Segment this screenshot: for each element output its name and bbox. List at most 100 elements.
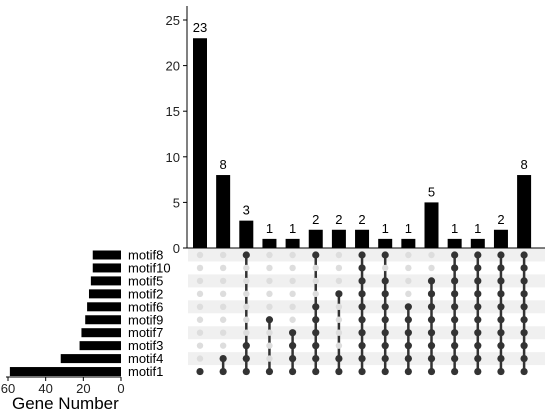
intersection-bar bbox=[331, 229, 346, 248]
set-size-bar bbox=[92, 263, 121, 273]
matrix-dot-active bbox=[497, 342, 505, 350]
intersection-bar bbox=[447, 238, 462, 248]
matrix-dot-active bbox=[358, 277, 366, 285]
intersection-matrix bbox=[196, 251, 528, 376]
x-tick-label: 40 bbox=[38, 381, 52, 396]
matrix-dot-inactive bbox=[196, 329, 204, 336]
intersection-bar bbox=[355, 229, 370, 248]
matrix-dot-inactive bbox=[196, 316, 204, 323]
matrix-dot-active bbox=[358, 355, 366, 363]
matrix-dot-active bbox=[381, 277, 389, 285]
matrix-dot-active bbox=[520, 367, 528, 376]
matrix-dot-active bbox=[358, 303, 366, 311]
matrix-dot-active bbox=[427, 367, 436, 376]
matrix-dot-active bbox=[381, 316, 389, 324]
matrix-dot-active bbox=[381, 342, 389, 350]
matrix-dot-active bbox=[289, 355, 297, 363]
matrix-dot-inactive bbox=[243, 277, 250, 285]
matrix-dot-inactive bbox=[289, 303, 296, 310]
matrix-dot-active bbox=[497, 355, 505, 363]
matrix-dot-inactive bbox=[266, 277, 273, 285]
y-tick-label: 20 bbox=[166, 59, 180, 74]
set-size-x-axis: 60 40 20 0 bbox=[1, 376, 125, 396]
matrix-dot-inactive bbox=[196, 251, 204, 259]
intersection-bar bbox=[285, 238, 300, 248]
matrix-dot-active bbox=[451, 277, 459, 285]
x-tick-label: 0 bbox=[117, 381, 124, 396]
matrix-stripe bbox=[188, 248, 545, 262]
intersection-bar bbox=[470, 238, 485, 248]
intersection-bar bbox=[262, 238, 277, 248]
matrix-dot-active bbox=[497, 251, 505, 259]
matrix-dot-active bbox=[474, 367, 482, 376]
matrix-dot-active bbox=[520, 355, 528, 363]
set-name-label: motif2 bbox=[128, 286, 163, 301]
matrix-dot-inactive bbox=[266, 264, 273, 272]
intersection-value-labels: 23 8 3 1 1 2 2 2 1 1 5 1 1 2 8 bbox=[193, 20, 528, 236]
matrix-dot-active bbox=[520, 277, 528, 285]
y-tick-label: 15 bbox=[166, 104, 180, 119]
set-name-label: motif5 bbox=[128, 273, 163, 288]
matrix-dot-active bbox=[474, 277, 482, 285]
set-name-label: motif1 bbox=[128, 364, 163, 379]
matrix-dot-inactive bbox=[219, 251, 227, 259]
matrix-dot-active bbox=[358, 264, 366, 272]
matrix-dot-active bbox=[474, 329, 482, 337]
matrix-dot-active bbox=[381, 329, 389, 337]
matrix-dot-active bbox=[312, 329, 320, 337]
matrix-stripes bbox=[188, 248, 545, 366]
set-size-axis-title: Gene Number bbox=[12, 394, 119, 412]
intersection-value-label: 2 bbox=[497, 212, 504, 227]
matrix-dot-active bbox=[497, 264, 505, 272]
matrix-dot-inactive bbox=[289, 251, 296, 259]
matrix-dot-active bbox=[289, 367, 297, 376]
set-name-label: motif4 bbox=[128, 351, 163, 366]
matrix-dot-active bbox=[427, 290, 436, 298]
set-size-bar bbox=[60, 354, 121, 364]
matrix-dot-active bbox=[474, 264, 482, 272]
matrix-dot-inactive bbox=[266, 290, 273, 298]
matrix-dot-active bbox=[196, 367, 204, 376]
matrix-dot-active bbox=[242, 342, 250, 350]
set-size-bar bbox=[90, 276, 121, 286]
intersection-value-label: 1 bbox=[382, 221, 389, 236]
matrix-dot-active bbox=[335, 290, 343, 298]
set-size-bars bbox=[9, 250, 122, 377]
matrix-dot-inactive bbox=[289, 264, 296, 272]
matrix-stripe bbox=[188, 274, 545, 288]
matrix-dot-inactive bbox=[196, 277, 204, 285]
matrix-dot-inactive bbox=[405, 264, 412, 272]
matrix-dot-inactive bbox=[335, 329, 343, 336]
matrix-dot-active bbox=[451, 355, 459, 363]
matrix-dot-active bbox=[312, 303, 320, 311]
matrix-dot-inactive bbox=[266, 303, 273, 310]
matrix-dot-inactive bbox=[266, 251, 273, 259]
intersection-value-label: 1 bbox=[289, 221, 296, 236]
intersection-value-label: 2 bbox=[335, 212, 342, 227]
matrix-dot-active bbox=[265, 367, 274, 376]
matrix-dot-active bbox=[451, 264, 459, 272]
matrix-dot-active bbox=[474, 355, 482, 363]
intersection-value-label: 2 bbox=[312, 212, 319, 227]
matrix-dot-active bbox=[358, 290, 366, 298]
intersection-value-label: 1 bbox=[451, 221, 458, 236]
matrix-dot-inactive bbox=[289, 277, 296, 285]
matrix-stripe bbox=[188, 326, 545, 340]
matrix-dot-inactive bbox=[266, 329, 273, 336]
intersection-value-label: 8 bbox=[520, 157, 527, 172]
intersection-bar bbox=[378, 238, 393, 248]
matrix-dot-inactive bbox=[405, 277, 412, 285]
matrix-dot-inactive bbox=[219, 264, 227, 272]
y-tick-label: 5 bbox=[173, 195, 180, 210]
matrix-dot-inactive bbox=[196, 290, 204, 298]
matrix-dot-active bbox=[451, 303, 459, 311]
matrix-dot-inactive bbox=[243, 303, 250, 310]
matrix-dot-inactive bbox=[219, 342, 227, 349]
matrix-dot-inactive bbox=[196, 342, 204, 349]
set-size-bar bbox=[92, 250, 121, 260]
matrix-dot-active bbox=[474, 303, 482, 311]
intersection-value-label: 8 bbox=[220, 157, 227, 172]
matrix-dot-active bbox=[520, 264, 528, 272]
matrix-dot-active bbox=[219, 355, 227, 363]
